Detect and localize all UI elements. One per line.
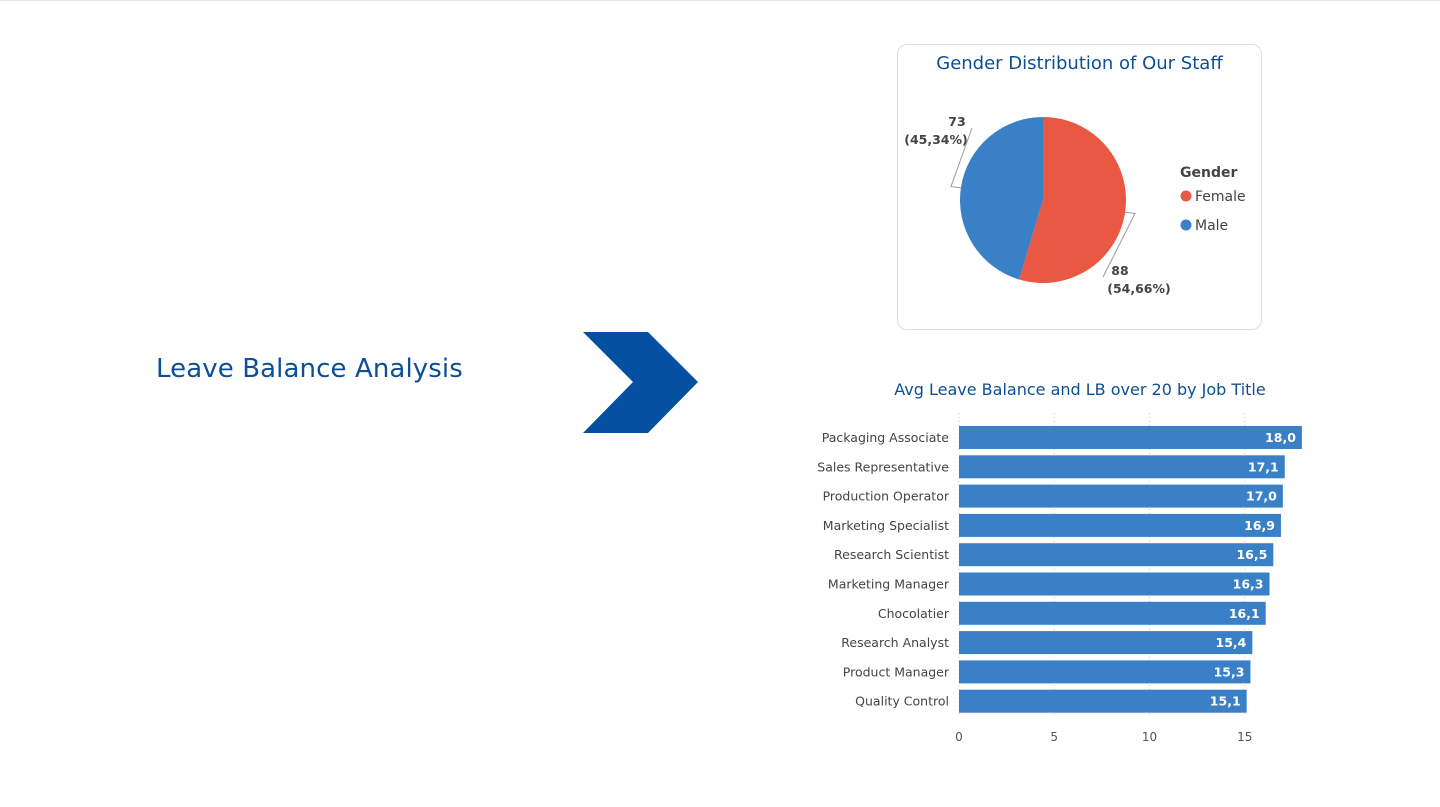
category-label-packaging-associate: Packaging Associate [822, 430, 950, 445]
value-label-marketing-manager: 16,3 [1233, 577, 1264, 592]
bar-product-manager[interactable] [959, 660, 1251, 684]
x-tick-label-10: 10 [1142, 730, 1157, 744]
category-label-research-scientist: Research Scientist [834, 547, 949, 562]
pie-label-count-female: 88 [1111, 263, 1128, 278]
pie-slice-male[interactable] [960, 116, 1043, 280]
bar-quality-control[interactable] [959, 689, 1247, 713]
value-label-quality-control: 15,1 [1210, 694, 1241, 709]
x-tick-label-5: 5 [1050, 730, 1058, 744]
bar-marketing-manager[interactable] [959, 572, 1270, 596]
pie-leader-line-male [950, 127, 973, 189]
category-label-chocolatier: Chocolatier [878, 606, 950, 621]
bar-production-operator[interactable] [959, 484, 1283, 508]
category-label-research-analyst: Research Analyst [841, 635, 949, 650]
category-label-marketing-specialist: Marketing Specialist [823, 518, 949, 533]
bar-sales-representative[interactable] [959, 455, 1285, 479]
chevron-shape [583, 332, 698, 433]
pie-label-count-male: 73 [948, 114, 965, 129]
bar-packaging-associate[interactable] [959, 426, 1302, 449]
pie-leader-line-female [1102, 211, 1136, 278]
category-label-production-operator: Production Operator [823, 489, 950, 504]
bar-research-scientist[interactable] [959, 543, 1274, 567]
category-label-quality-control: Quality Control [855, 694, 949, 709]
leave-balance-bar-chart: 0 5 10 15 Packaging Associate 18,0 Sales Repre… [817, 413, 1302, 744]
value-label-sales-representative: 17,1 [1248, 459, 1279, 474]
category-label-sales-representative: Sales Representative [817, 459, 949, 474]
value-label-packaging-associate: 18,0 [1265, 430, 1296, 445]
bar-marketing-specialist[interactable] [959, 513, 1281, 537]
pie-legend-title: Gender [1180, 165, 1237, 181]
value-label-research-analyst: 15,4 [1216, 635, 1247, 650]
category-label-marketing-manager: Marketing Manager [828, 577, 950, 592]
bar-chart-title: Avg Leave Balance and LB over 20 by Job … [894, 380, 1266, 399]
x-tick-label-15: 15 [1237, 730, 1252, 744]
value-label-chocolatier: 16,1 [1229, 606, 1260, 621]
pie-chart-title: Gender Distribution of Our Staff [936, 53, 1223, 74]
value-label-product-manager: 15,3 [1214, 664, 1245, 679]
top-divider [0, 0, 1440, 1]
legend-marker-male[interactable] [1180, 219, 1192, 231]
value-label-production-operator: 17,0 [1246, 489, 1277, 504]
pie-label-pct-male: (45,34%) [904, 132, 968, 147]
value-label-research-scientist: 16,5 [1236, 547, 1267, 562]
chevron-right-icon [583, 332, 698, 433]
legend-label-male[interactable]: Male [1195, 218, 1228, 234]
legend-label-female[interactable]: Female [1195, 189, 1246, 205]
page-title: Leave Balance Analysis [156, 354, 463, 384]
category-label-product-manager: Product Manager [843, 664, 950, 679]
pie-label-pct-female: (54,66%) [1107, 281, 1171, 296]
bar-research-analyst[interactable] [959, 631, 1253, 655]
gender-pie-chart: 88 (54,66%) 73 (45,34%) Gender Female Male [904, 114, 1246, 296]
bar-chocolatier[interactable] [959, 601, 1266, 625]
x-tick-label-0: 0 [955, 730, 963, 744]
value-label-marketing-specialist: 16,9 [1244, 518, 1275, 533]
pie-slice-female[interactable] [1019, 117, 1126, 283]
gender-pie-card[interactable]: Gender Distribution of Our Staff 88 (54,6… [897, 44, 1262, 330]
legend-marker-female[interactable] [1180, 190, 1192, 202]
